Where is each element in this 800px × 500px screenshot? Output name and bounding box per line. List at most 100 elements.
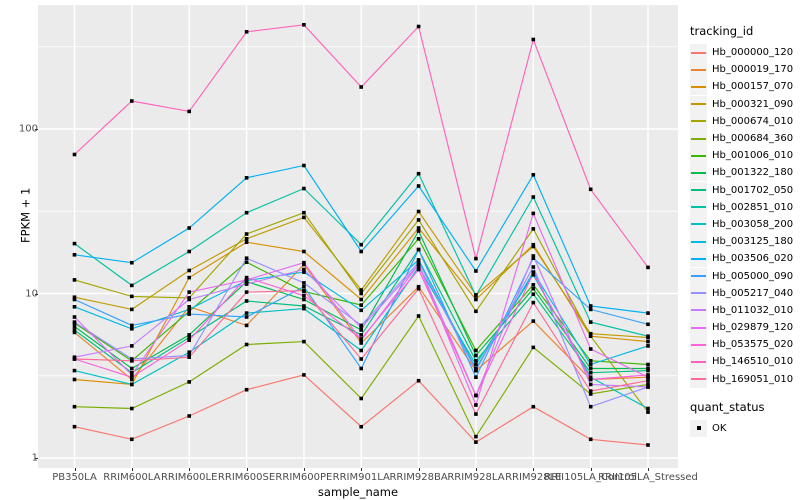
data-point (588, 304, 593, 308)
data-point (244, 240, 249, 244)
legend-item: Hb_005000_090 (690, 267, 798, 285)
legend-key-line (691, 154, 706, 157)
x-tick-label: RRIM600LE (160, 472, 218, 483)
data-point (474, 362, 478, 367)
legend-key-line (691, 206, 706, 209)
data-point (130, 406, 134, 411)
legend-key (690, 301, 707, 319)
legend-item: Hb_001702_050 (690, 181, 798, 199)
y-tick-label: 10 (25, 288, 38, 299)
data-point (130, 323, 134, 328)
data-point (588, 382, 593, 387)
data-point (244, 282, 249, 286)
data-point (416, 267, 421, 272)
data-point (244, 342, 249, 347)
legend-key (690, 336, 707, 354)
legend-item: Hb_003125_180 (690, 233, 798, 251)
legend-key (690, 319, 707, 337)
data-point (359, 303, 363, 307)
data-point (130, 359, 134, 363)
legend-item: Hb_000674_010 (690, 112, 798, 130)
data-point (244, 299, 249, 303)
data-point (244, 387, 249, 392)
legend-key-line (691, 137, 706, 140)
legend-item: Hb_001006_010 (690, 147, 798, 165)
data-point (130, 377, 134, 382)
data-point (588, 307, 593, 312)
legend-key (690, 370, 707, 388)
data-point (187, 307, 191, 312)
legend-label: Hb_003058_200 (712, 218, 794, 230)
legend-item: Hb_011032_010 (690, 301, 798, 319)
data-point (130, 344, 134, 348)
legend-label: Hb_169051_010 (712, 373, 794, 385)
data-point (72, 424, 77, 429)
legend-label: Hb_003506_020 (712, 253, 794, 265)
data-point (588, 366, 593, 371)
data-point (646, 378, 650, 383)
data-point (187, 275, 191, 280)
data-point (531, 37, 536, 42)
legend-key-line (691, 292, 706, 295)
data-point (359, 249, 363, 254)
data-point (244, 260, 249, 264)
data-point (474, 393, 478, 398)
data-point (244, 30, 249, 34)
y-tick-label: 100 (18, 123, 38, 135)
legend-key-line (691, 326, 706, 329)
data-point (302, 249, 306, 254)
data-point (244, 290, 249, 294)
data-point (187, 290, 191, 294)
legend-key-line (691, 51, 706, 54)
x-tick-label: RRIM600SE (217, 472, 276, 483)
data-point (244, 315, 249, 319)
legend-item: Hb_005217_040 (690, 284, 798, 302)
data-point (646, 443, 650, 447)
legend-item: Hb_053575_020 (690, 336, 798, 354)
data-point (187, 380, 191, 384)
legend-label: Hb_000674_010 (712, 115, 794, 127)
data-point (588, 437, 593, 442)
y-tick-mark (35, 458, 38, 459)
legend: tracking_id Hb_000000_120 Hb_000019_170 Hb… (690, 24, 798, 437)
legend-key-line (691, 309, 706, 312)
data-point (474, 297, 478, 302)
legend-key (690, 250, 707, 268)
data-point (187, 297, 191, 302)
quant-ok-key (690, 419, 707, 437)
data-point (72, 377, 77, 382)
data-point (72, 357, 77, 361)
data-point (187, 226, 191, 230)
legend-key-line (691, 360, 706, 363)
data-point (646, 375, 650, 379)
data-point (359, 348, 363, 353)
data-point (359, 424, 363, 429)
data-point (646, 311, 650, 315)
data-point (359, 291, 363, 296)
data-point (359, 297, 363, 302)
x-tick-mark (533, 468, 535, 471)
legend-key (690, 198, 707, 216)
data-point (244, 210, 249, 215)
x-tick-mark (189, 468, 191, 471)
data-point (244, 176, 249, 180)
data-point (302, 284, 306, 289)
data-point (416, 378, 421, 383)
data-point (302, 373, 306, 377)
data-point (531, 300, 536, 305)
legend-key-line (691, 189, 706, 192)
data-point (474, 412, 478, 416)
data-point (531, 345, 536, 350)
quant-status-block: quant_status OK (690, 400, 798, 437)
data-point (302, 288, 306, 293)
data-point (130, 382, 134, 387)
data-point (72, 241, 77, 246)
x-axis-title: sample_name (317, 485, 399, 499)
data-point (244, 278, 249, 282)
legend-key-line (691, 223, 706, 226)
legend-key (690, 61, 707, 79)
ok-label: OK (712, 422, 727, 434)
legend-label: Hb_000019_170 (712, 64, 794, 76)
legend-label: Hb_000321_090 (712, 98, 794, 110)
data-point (302, 186, 306, 191)
